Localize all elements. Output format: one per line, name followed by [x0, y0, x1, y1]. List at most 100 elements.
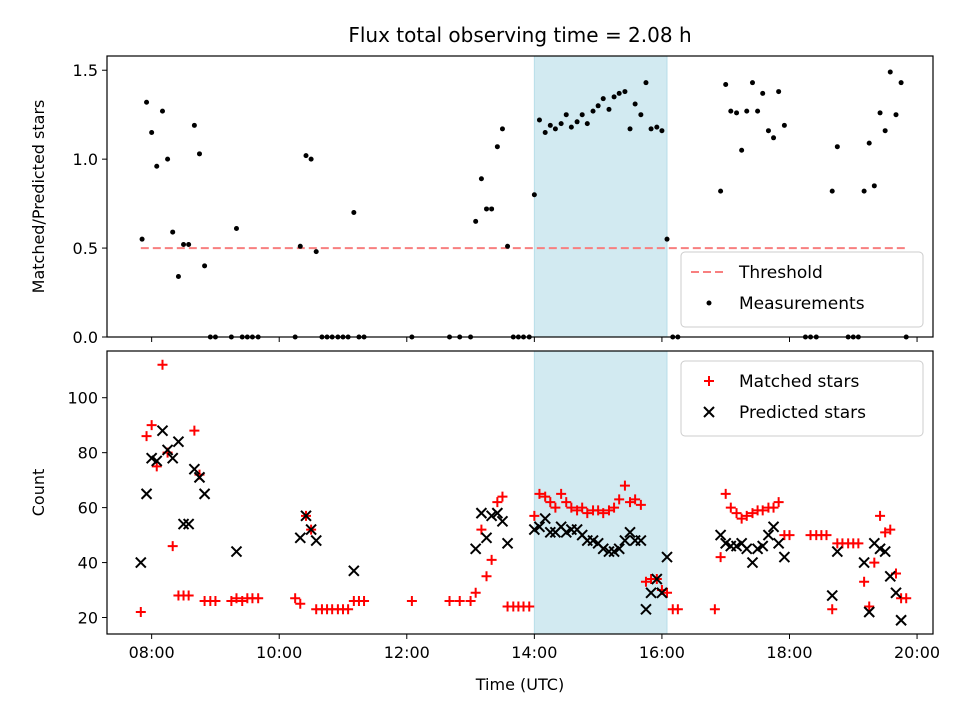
data-point: [310, 534, 322, 547]
data-point: [664, 236, 670, 242]
data-point: [760, 90, 766, 96]
data-point: [762, 529, 775, 541]
data-point: [831, 545, 844, 558]
series-predicted-stars: [135, 424, 907, 626]
y-tick-label: 80: [78, 444, 98, 463]
data-point: [193, 471, 206, 484]
data-point: [645, 587, 657, 599]
data-point: [755, 108, 761, 114]
data-point: [253, 593, 264, 604]
legend-marker: [706, 300, 712, 306]
data-point: [491, 507, 504, 519]
data-point: [351, 210, 357, 216]
data-point: [879, 545, 891, 558]
y-tick-label: 0.5: [73, 239, 98, 258]
data-point: [237, 596, 248, 607]
data-point: [613, 543, 625, 555]
data-point: [714, 529, 727, 541]
legend-label: Matched stars: [739, 372, 859, 392]
data-point: [139, 236, 145, 242]
highlight-span: [533, 55, 668, 338]
data-point: [146, 420, 157, 431]
data-point: [866, 140, 872, 146]
data-point: [859, 576, 870, 587]
data-point: [821, 530, 832, 541]
data-point: [871, 183, 877, 189]
data-point: [157, 359, 168, 370]
data-point: [656, 587, 668, 599]
data-point: [536, 117, 542, 123]
legend-box: [680, 360, 924, 437]
data-point: [489, 206, 495, 212]
data-point: [595, 103, 601, 109]
data-point: [885, 524, 896, 535]
data-point: [884, 570, 896, 583]
data-point: [858, 556, 870, 569]
data-point: [734, 110, 740, 116]
data-point: [542, 129, 548, 135]
data-point: [781, 122, 787, 128]
data-point: [188, 463, 201, 475]
data-point: [166, 452, 179, 464]
data-point: [638, 112, 644, 118]
data-point: [741, 510, 752, 521]
data-point: [606, 106, 612, 112]
data-point: [529, 510, 540, 521]
data-point: [757, 505, 768, 516]
data-point: [444, 596, 455, 607]
y-tick-label: 0.0: [73, 328, 98, 347]
data-point: [875, 510, 886, 521]
data-point: [524, 601, 535, 612]
data-point: [603, 505, 614, 516]
data-point: [767, 521, 780, 533]
data-point: [303, 153, 309, 159]
data-point: [540, 491, 551, 502]
data-point: [877, 110, 883, 116]
data-point: [648, 126, 654, 132]
data-point: [731, 508, 742, 519]
data-point: [887, 69, 893, 75]
highlight-span: [533, 350, 668, 635]
data-point: [497, 491, 508, 502]
data-point: [294, 532, 306, 544]
legend-marker: [703, 406, 715, 418]
data-point: [584, 121, 590, 127]
data-point: [161, 444, 174, 456]
data-point: [624, 526, 636, 539]
data-point: [297, 243, 303, 249]
data-point: [622, 89, 628, 95]
series-measurements: [139, 69, 909, 340]
y-tick-label: 60: [78, 499, 98, 518]
data-point: [609, 502, 620, 513]
data-point: [709, 604, 720, 615]
data-point: [747, 508, 758, 519]
data-point: [776, 89, 782, 95]
panel-2: 08:00 10:00 12:00 14:00 16:00 18:00 20:00 20 40 6…: [29, 350, 940, 662]
data-point: [470, 587, 481, 598]
data-point: [603, 545, 615, 558]
data-point: [864, 601, 875, 612]
data-point: [348, 565, 360, 577]
y-axis-label: Count: [29, 469, 48, 517]
data-point: [880, 527, 891, 538]
data-point: [784, 530, 795, 541]
legend-label: Predicted stars: [739, 403, 866, 423]
data-point: [494, 144, 500, 150]
data-point: [635, 499, 646, 510]
data-point: [501, 537, 514, 550]
data-point: [295, 598, 306, 609]
data-point: [898, 80, 904, 86]
data-point: [901, 593, 912, 604]
chart-title: Flux total observing time = 2.08 h: [348, 23, 691, 47]
data-point: [454, 596, 465, 607]
data-point: [895, 614, 907, 626]
data-point: [635, 534, 647, 547]
data-point: [563, 112, 569, 118]
data-point: [771, 135, 777, 141]
panels: 0.0 0.5 1.0 1.5 Matched/Predicted stars Thres…: [29, 55, 940, 662]
data-point: [177, 518, 190, 530]
data-point: [151, 455, 163, 467]
data-point: [156, 424, 169, 437]
legend-label: Threshold: [738, 263, 823, 283]
